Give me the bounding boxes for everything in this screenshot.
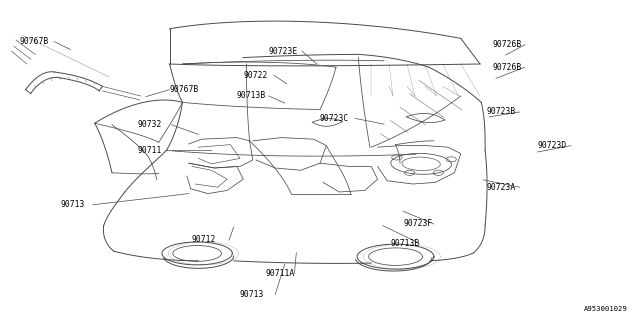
Text: 90713B: 90713B xyxy=(390,239,420,248)
Text: 90712: 90712 xyxy=(192,236,216,244)
Text: 90723B: 90723B xyxy=(486,108,516,116)
Text: 90713: 90713 xyxy=(240,290,264,299)
Text: 90722: 90722 xyxy=(243,71,268,80)
Text: 90732: 90732 xyxy=(138,120,162,129)
Text: 90723E: 90723E xyxy=(269,47,298,56)
Text: 90723A: 90723A xyxy=(486,183,516,192)
Text: 90767B: 90767B xyxy=(19,37,49,46)
Text: 90723F: 90723F xyxy=(403,220,433,228)
Text: 90723C: 90723C xyxy=(320,114,349,123)
Text: 90726B: 90726B xyxy=(493,40,522,49)
Text: 90726B: 90726B xyxy=(493,63,522,72)
Text: 90713: 90713 xyxy=(61,200,85,209)
Text: 90711: 90711 xyxy=(138,146,162,155)
Text: A953001029: A953001029 xyxy=(584,306,627,312)
Text: 90711A: 90711A xyxy=(266,269,295,278)
Text: 90767B: 90767B xyxy=(170,85,199,94)
Text: 90713B: 90713B xyxy=(237,92,266,100)
Text: 90723D: 90723D xyxy=(538,141,567,150)
